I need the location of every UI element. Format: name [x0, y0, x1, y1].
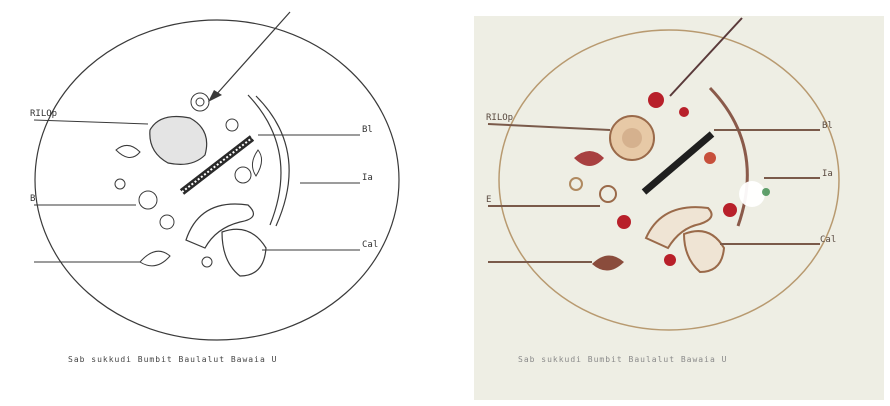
vesicle	[599, 185, 617, 203]
sketch-panel: RILOp B Bl Ia Cal Sab sukkudi Bumbit Bau…	[30, 11, 400, 364]
curved-band	[247, 94, 282, 226]
caption: Sab sukkudi Bumbit Baulalut Bawaia U	[518, 355, 727, 364]
glare-spot	[739, 181, 765, 207]
mushroom-cap	[185, 203, 255, 249]
nucleus	[149, 115, 208, 165]
top-arrow-line	[669, 17, 743, 97]
leaf-organelle	[574, 151, 604, 166]
red-blob	[679, 107, 689, 117]
mushroom-cap	[644, 206, 713, 250]
vesicle	[569, 177, 583, 191]
vesicle	[723, 203, 737, 217]
top-arrow-head	[208, 90, 222, 102]
top-arrow-line	[214, 11, 291, 97]
vesicle	[664, 254, 676, 266]
vesicle	[704, 152, 716, 164]
label-top-right: Bl	[822, 121, 833, 131]
label-mid-left: B	[30, 194, 35, 204]
label-top-left: RILOp	[486, 113, 513, 123]
vesicle	[617, 215, 631, 229]
leaf-organelle	[252, 149, 262, 177]
cluster-blob	[190, 92, 210, 112]
label-bottom-right: Cal	[820, 235, 836, 245]
label-top-right: Bl	[362, 125, 373, 135]
leaf-organelle	[115, 145, 141, 158]
striped-rod	[641, 131, 715, 195]
caption: Sab sukkudi Bumbit Baulalut Bawaia U	[68, 355, 277, 364]
cluster-blob-inner	[195, 97, 205, 107]
mushroom-stem	[682, 230, 726, 274]
leaf-organelle	[592, 255, 624, 271]
vesicle	[225, 118, 239, 132]
vesicle	[138, 190, 158, 210]
label-bottom-right: Cal	[362, 240, 378, 250]
label-mid-right: Ia	[822, 169, 833, 179]
vesicle	[234, 166, 252, 184]
leader-line-top-left	[487, 123, 611, 131]
leaf-organelle	[139, 250, 171, 267]
curved-band-inner	[255, 95, 290, 227]
rendered-background	[474, 16, 884, 400]
striped-rod	[179, 135, 255, 195]
nucleus-core	[622, 128, 642, 148]
label-top-left: RILOp	[30, 109, 57, 119]
curved-band	[708, 86, 749, 227]
sketch-diagram: RILOp B Bl Ia Cal Sab sukkudi Bumbit Bau…	[30, 11, 400, 364]
mushroom-stem	[221, 228, 267, 277]
vesicle	[114, 178, 126, 190]
label-mid-right: Ia	[362, 173, 373, 183]
cell-outline	[34, 19, 400, 341]
cell-outline	[498, 29, 840, 331]
vesicle	[159, 214, 175, 230]
red-blob	[648, 92, 664, 108]
glare-spot-edge	[762, 188, 770, 196]
label-mid-left: E	[486, 195, 491, 205]
leader-line-top-left	[33, 119, 149, 125]
vesicle	[201, 256, 213, 268]
rendered-panel: RILOp E Bl Ia Cal Sab sukkudi Bumbit Bau…	[474, 16, 884, 400]
rendered-diagram: RILOp E Bl Ia Cal Sab sukkudi Bumbit Bau…	[474, 16, 884, 400]
